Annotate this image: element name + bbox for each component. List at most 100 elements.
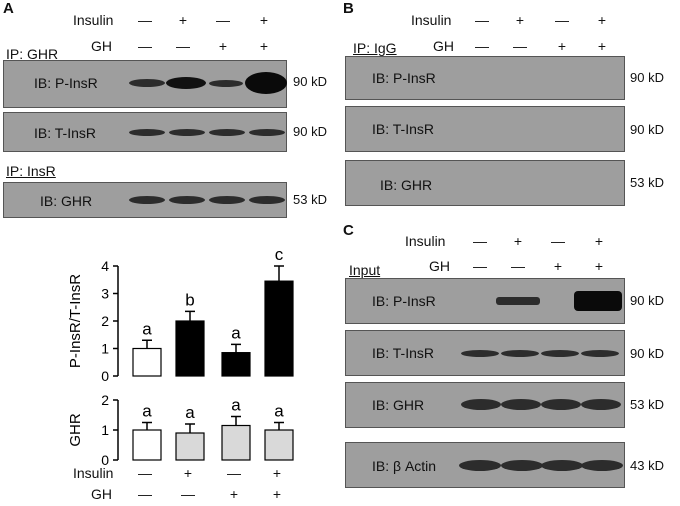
significance-letter: a (142, 319, 152, 338)
sign: + (178, 12, 188, 28)
blot-b-actin-input: IB: β Actin (345, 442, 625, 488)
blot-p-insr: IB: P-InsR (3, 60, 287, 108)
chart-insulin-label: Insulin (73, 465, 114, 481)
blot-label: IB: T-InsR (34, 125, 96, 141)
kd-marker: 90 kD (293, 124, 327, 139)
band (129, 129, 165, 136)
sign: — (138, 486, 152, 502)
blot-ghr-igg: IB: GHR (345, 160, 625, 206)
blot-p-insr-igg: IB: P-InsR (345, 56, 625, 100)
sign: + (272, 486, 282, 502)
kd-marker: 53 kD (630, 397, 664, 412)
sign: + (272, 465, 282, 481)
band (501, 460, 543, 471)
sign: + (515, 12, 525, 28)
blot-label: IB: GHR (40, 193, 93, 209)
insulin-row-label: Insulin (405, 233, 446, 249)
blot-t-insr: IB: T-InsR (3, 112, 287, 152)
sign: — (216, 12, 230, 28)
y-tick-label: 1 (101, 341, 109, 357)
band (461, 399, 501, 410)
band (541, 350, 579, 357)
band (209, 80, 243, 87)
panel-a-letter: A (3, 0, 14, 17)
blot-label: IB: GHR (380, 177, 433, 193)
sign: + (259, 38, 269, 54)
chart-gh-label: GH (91, 486, 112, 502)
band (209, 196, 245, 204)
blot-label: IB: P-InsR (372, 70, 436, 86)
blot-t-insr-igg: IB: T-InsR (345, 106, 625, 152)
blot-label: IB: P-InsR (34, 75, 98, 91)
ip-igg-label: IP: IgG (353, 40, 397, 56)
sign: — (176, 38, 190, 54)
sign: + (594, 258, 604, 274)
bar (175, 320, 205, 377)
panel-b-letter: B (343, 0, 354, 17)
bar (264, 280, 294, 377)
bar (264, 429, 294, 461)
kd-marker: 90 kD (630, 346, 664, 361)
sign: — (138, 38, 152, 54)
kd-marker: 90 kD (293, 74, 327, 89)
sign: — (513, 38, 527, 54)
gh-row-label: GH (91, 38, 112, 54)
gh-row-label: GH (433, 38, 454, 54)
insulin-row-label: Insulin (73, 12, 114, 28)
sign: + (597, 12, 607, 28)
bar (132, 347, 162, 377)
y-tick-label: 1 (101, 422, 109, 438)
kd-marker: 90 kD (630, 70, 664, 85)
y-tick-label: 0 (101, 452, 109, 468)
bar-charts: 0 1 2 3 4 P-InsR/T-InsR a b a c 0 1 2 GHR a a a a (67, 245, 294, 468)
sign: — (475, 12, 489, 28)
sign: + (553, 258, 563, 274)
band (581, 460, 623, 471)
kd-marker: 53 kD (293, 192, 327, 207)
y-tick-label: 4 (101, 258, 109, 274)
band (459, 460, 501, 471)
significance-letter: a (231, 323, 241, 342)
band (129, 196, 165, 204)
sign: — (473, 233, 487, 249)
sign: + (259, 12, 269, 28)
significance-letter: a (142, 402, 152, 421)
sign: — (551, 233, 565, 249)
y-axis-label: P-InsR/T-InsR (67, 274, 84, 368)
band (249, 196, 285, 204)
band (501, 399, 541, 410)
significance-letter: a (274, 402, 284, 421)
y-tick-label: 0 (101, 368, 109, 384)
bar (175, 432, 205, 461)
band (574, 291, 622, 311)
insulin-row-label: Insulin (411, 12, 452, 28)
significance-letter: a (185, 403, 195, 422)
sign: + (597, 38, 607, 54)
sign: + (229, 486, 239, 502)
band (541, 460, 583, 471)
blot-ghr: IB: GHR (3, 182, 287, 218)
bar (221, 424, 251, 461)
sign: — (511, 258, 525, 274)
band (541, 399, 581, 410)
sign: — (181, 486, 195, 502)
band (129, 79, 165, 87)
band (581, 399, 621, 410)
band (496, 297, 540, 305)
band (245, 72, 287, 94)
panel-c-letter: C (343, 222, 354, 239)
blot-label: IB: β Actin (372, 458, 437, 474)
sign: — (227, 465, 241, 481)
y-tick-label: 2 (101, 392, 109, 408)
sign: — (473, 258, 487, 274)
gh-row-label: GH (429, 258, 450, 274)
band (461, 350, 499, 357)
band (249, 129, 285, 136)
sign: + (183, 465, 193, 481)
blot-label: IB: T-InsR (372, 121, 434, 137)
blot-label: IB: P-InsR (372, 293, 436, 309)
kd-marker: 43 kD (630, 458, 664, 473)
kd-marker: 90 kD (630, 293, 664, 308)
blot-p-insr-input: IB: P-InsR (345, 278, 625, 324)
significance-letter: b (185, 290, 194, 309)
